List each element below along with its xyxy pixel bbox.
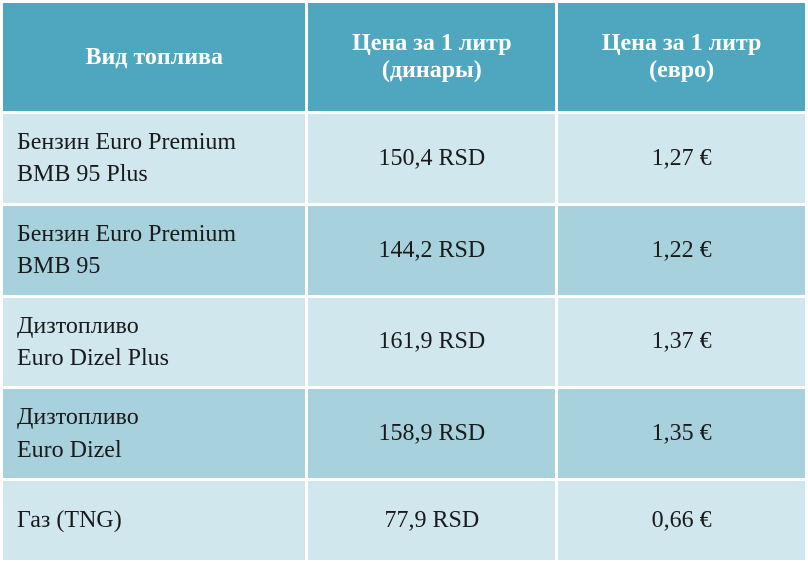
fuel-type-cell: Дизтопливо Euro Dizel: [3, 389, 305, 478]
fuel-line1: Бензин Euro Premium: [17, 129, 236, 155]
table-row: Дизтопливо Euro Dizel Plus 161,9 RSD 1,3…: [3, 298, 805, 387]
price-rsd-cell: 77,9 RSD: [308, 481, 555, 560]
price-rsd-cell: 161,9 RSD: [308, 298, 555, 387]
fuel-type-cell: Дизтопливо Euro Dizel Plus: [3, 298, 305, 387]
table-row: Бензин Euro Premium BMB 95 144,2 RSD 1,2…: [3, 206, 805, 295]
col-header-fuel-type: Вид топлива: [3, 3, 305, 111]
fuel-line2: Euro Dizel Plus: [17, 345, 169, 371]
price-eur-cell: 1,37 €: [558, 298, 805, 387]
price-eur-cell: 1,35 €: [558, 389, 805, 478]
col-header-price-eur: Цена за 1 литр (евро): [558, 3, 805, 111]
price-eur-cell: 1,27 €: [558, 114, 805, 203]
table-row: Бензин Euro Premium BMB 95 Plus 150,4 RS…: [3, 114, 805, 203]
table-header-row: Вид топлива Цена за 1 литр (динары) Цена…: [3, 3, 805, 111]
price-rsd-cell: 158,9 RSD: [308, 389, 555, 478]
fuel-type-cell: Бензин Euro Premium BMB 95: [3, 206, 305, 295]
price-eur-cell: 1,22 €: [558, 206, 805, 295]
fuel-type-cell: Газ (TNG): [3, 481, 305, 560]
fuel-line2: Euro Dizel: [17, 437, 122, 463]
price-eur-cell: 0,66 €: [558, 481, 805, 560]
fuel-type-cell: Бензин Euro Premium BMB 95 Plus: [3, 114, 305, 203]
fuel-line2: BMB 95 Plus: [17, 161, 148, 187]
col-header-price-rsd: Цена за 1 литр (динары): [308, 3, 555, 111]
table-row: Дизтопливо Euro Dizel 158,9 RSD 1,35 €: [3, 389, 805, 478]
price-rsd-cell: 144,2 RSD: [308, 206, 555, 295]
fuel-line1: Газ (TNG): [17, 507, 122, 533]
fuel-line1: Дизтопливо: [17, 313, 139, 339]
fuel-line1: Бензин Euro Premium: [17, 221, 236, 247]
price-rsd-cell: 150,4 RSD: [308, 114, 555, 203]
fuel-price-table: Вид топлива Цена за 1 литр (динары) Цена…: [0, 0, 808, 563]
fuel-line2: BMB 95: [17, 253, 100, 279]
table-row: Газ (TNG) 77,9 RSD 0,66 €: [3, 481, 805, 560]
fuel-line1: Дизтопливо: [17, 404, 139, 430]
